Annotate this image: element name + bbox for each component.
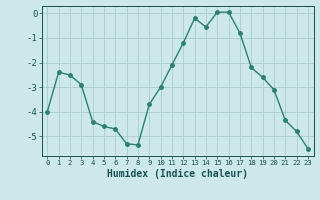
X-axis label: Humidex (Indice chaleur): Humidex (Indice chaleur): [107, 169, 248, 179]
